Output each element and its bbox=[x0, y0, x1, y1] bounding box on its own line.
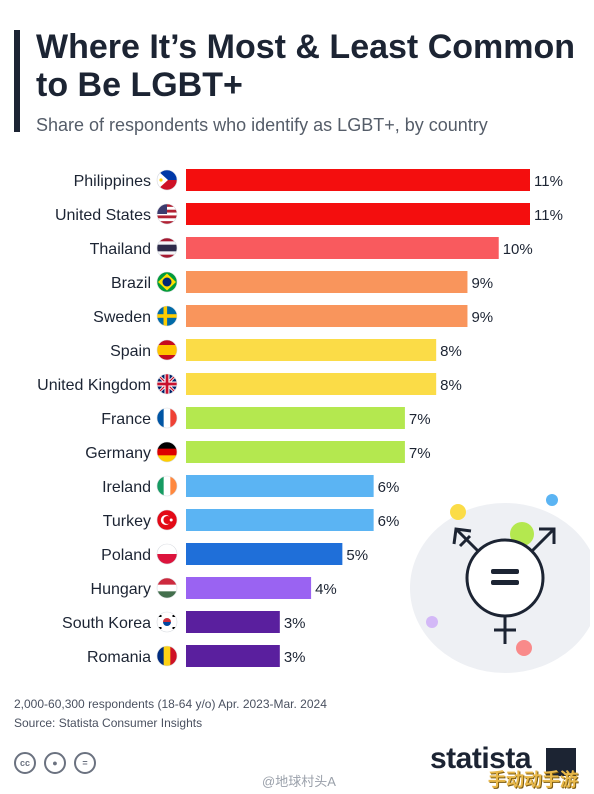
bar-united-kingdom bbox=[186, 373, 437, 395]
chart-subtitle: Share of respondents who identify as LGB… bbox=[36, 115, 488, 135]
sweden-flag-icon bbox=[156, 305, 178, 327]
bar-ireland bbox=[186, 475, 374, 497]
category-label-france: France bbox=[101, 411, 151, 428]
bar-brazil bbox=[186, 271, 468, 293]
category-label-turkey: Turkey bbox=[103, 513, 151, 530]
source-note: Source: Statista Consumer Insights bbox=[14, 716, 203, 730]
romania-flag-icon bbox=[156, 645, 178, 667]
south-korea-flag-icon bbox=[156, 611, 178, 633]
spain-flag-icon bbox=[156, 339, 178, 361]
value-label-south-korea: 3% bbox=[284, 615, 306, 632]
category-label-poland: Poland bbox=[101, 547, 151, 564]
bar-romania bbox=[186, 645, 280, 667]
ireland-flag-icon bbox=[156, 475, 178, 497]
value-label-turkey: 6% bbox=[378, 513, 400, 530]
value-label-hungary: 4% bbox=[315, 581, 337, 598]
bar-germany bbox=[186, 441, 405, 463]
statista-logo-mark bbox=[546, 748, 576, 776]
category-label-germany: Germany bbox=[85, 445, 151, 462]
bar-sweden bbox=[186, 305, 468, 327]
value-label-france: 7% bbox=[409, 411, 431, 428]
site-watermark: 手动动手游 bbox=[488, 770, 578, 790]
value-label-thailand: 10% bbox=[503, 241, 533, 258]
hungary-flag-icon bbox=[156, 577, 178, 599]
category-label-hungary: Hungary bbox=[91, 581, 151, 598]
respondents-note: 2,000-60,300 respondents (18-64 y/o) Apr… bbox=[14, 697, 327, 711]
united-kingdom-flag-icon bbox=[156, 373, 178, 395]
value-label-spain: 8% bbox=[440, 343, 462, 360]
weibo-watermark: @地球村头A bbox=[262, 774, 336, 789]
philippines-flag-icon bbox=[156, 169, 178, 191]
turkey-flag-icon bbox=[156, 509, 178, 531]
category-label-thailand: Thailand bbox=[90, 241, 151, 258]
nd-icon: = bbox=[74, 752, 96, 774]
poland-flag-icon bbox=[156, 543, 178, 565]
bar-france bbox=[186, 407, 405, 429]
value-label-poland: 5% bbox=[346, 547, 368, 564]
value-label-philippines: 11% bbox=[534, 173, 563, 190]
category-label-united-states: United States bbox=[55, 207, 151, 224]
category-label-united-kingdom: United Kingdom bbox=[37, 377, 151, 394]
statista-logo: statista bbox=[430, 742, 532, 775]
license-icons: cc ● = bbox=[14, 752, 96, 774]
category-label-romania: Romania bbox=[87, 649, 151, 666]
chart-title: Where It’s Most & Least Common to Be LGB… bbox=[36, 28, 576, 104]
bar-united-states bbox=[186, 203, 530, 225]
value-label-brazil: 9% bbox=[471, 275, 493, 292]
value-label-romania: 3% bbox=[284, 649, 306, 666]
bar-south-korea bbox=[186, 611, 280, 633]
title-accent-bar bbox=[14, 30, 20, 132]
category-label-sweden: Sweden bbox=[93, 309, 151, 326]
thailand-flag-icon bbox=[156, 237, 178, 259]
value-label-ireland: 6% bbox=[378, 479, 400, 496]
value-label-sweden: 9% bbox=[471, 309, 493, 326]
category-label-south-korea: South Korea bbox=[62, 615, 151, 632]
germany-flag-icon bbox=[156, 441, 178, 463]
cc-icon: cc bbox=[14, 752, 36, 774]
brazil-flag-icon bbox=[156, 271, 178, 293]
bar-turkey bbox=[186, 509, 374, 531]
bar-spain bbox=[186, 339, 437, 361]
france-flag-icon bbox=[156, 407, 178, 429]
value-label-germany: 7% bbox=[409, 445, 431, 462]
bar-thailand bbox=[186, 237, 499, 259]
transgender-symbol-illustration bbox=[410, 494, 590, 673]
bar-hungary bbox=[186, 577, 312, 599]
category-label-ireland: Ireland bbox=[102, 479, 151, 496]
bar-philippines bbox=[186, 169, 530, 191]
value-label-united-kingdom: 8% bbox=[440, 377, 462, 394]
by-icon: ● bbox=[44, 752, 66, 774]
bar-poland bbox=[186, 543, 343, 565]
bar-chart: Philippines 11% United States 11% Thailand 10… bbox=[37, 169, 563, 667]
category-label-brazil: Brazil bbox=[111, 275, 151, 292]
united-states-flag-icon bbox=[156, 203, 178, 225]
value-label-united-states: 11% bbox=[534, 207, 563, 224]
category-label-philippines: Philippines bbox=[74, 173, 151, 190]
category-label-spain: Spain bbox=[110, 343, 151, 360]
